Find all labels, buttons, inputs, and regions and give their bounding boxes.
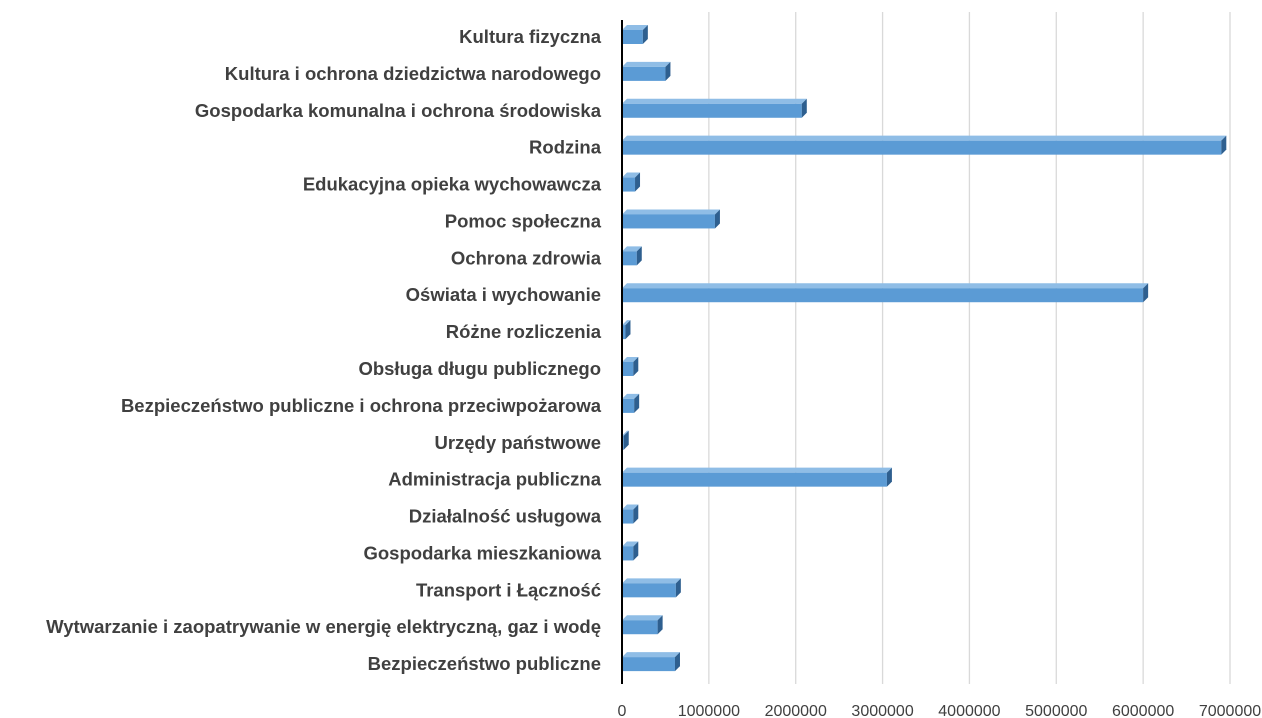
bar-side — [635, 172, 641, 192]
bar-side — [642, 25, 648, 44]
bar-top — [622, 393, 640, 399]
category-label: Wytwarzanie i zaopatrywanie w energię el… — [46, 616, 601, 637]
bar — [622, 546, 634, 561]
category-label: Urzędy państwowe — [434, 432, 601, 453]
category-label: Oświata i wychowanie — [406, 284, 601, 305]
category-label: Gospodarka komunalna i ochrona środowisk… — [195, 100, 602, 121]
bar — [622, 288, 1144, 303]
bar-top — [622, 25, 648, 30]
bar-side — [1143, 283, 1149, 303]
bar — [622, 103, 802, 118]
bar-top — [622, 135, 1227, 141]
bar-side — [674, 652, 680, 672]
bar-top — [622, 283, 1149, 289]
category-labels: Kultura fizyczna Kultura i ochrona dziedz… — [46, 26, 602, 674]
bar-side — [801, 98, 807, 118]
bar — [622, 66, 666, 81]
x-tick-label: 0 — [618, 703, 627, 718]
x-tick-label: 5000000 — [1025, 703, 1087, 718]
bar — [622, 140, 1222, 155]
bar-top — [622, 504, 639, 510]
x-tick-label: 4000000 — [938, 703, 1000, 718]
bar — [622, 177, 636, 192]
category-label: Bezpieczeństwo publiczne — [368, 653, 601, 674]
x-tick-label: 7000000 — [1199, 703, 1261, 718]
bar-side — [633, 357, 639, 376]
bar-top — [622, 541, 639, 547]
bar-side — [675, 578, 681, 598]
bar-side — [625, 320, 631, 340]
bar-top — [622, 615, 663, 621]
category-label: Rodzina — [529, 137, 602, 158]
bar-side — [657, 615, 663, 635]
bar-top — [622, 430, 629, 436]
bar — [622, 30, 643, 44]
bar — [622, 620, 658, 635]
bar-top — [622, 209, 720, 215]
bar-top — [622, 246, 642, 252]
bar — [622, 251, 637, 266]
bar-top — [622, 320, 631, 326]
bar — [622, 398, 635, 413]
bar — [622, 583, 676, 598]
category-label: Kultura fizyczna — [459, 26, 602, 47]
bar-side — [623, 430, 629, 450]
bar — [622, 214, 715, 229]
bar-top — [622, 357, 639, 362]
category-label: Pomoc społeczna — [445, 210, 602, 231]
bar-top — [622, 578, 681, 584]
bar-side — [1221, 135, 1227, 155]
category-label: Działalność usługowa — [409, 506, 602, 527]
category-label: Edukacyjna opieka wychowawcza — [303, 174, 602, 195]
bar — [622, 472, 887, 487]
bars — [622, 25, 1227, 672]
category-label: Bezpieczeństwo publiczne i ochrona przec… — [121, 395, 602, 416]
bar-side — [665, 61, 671, 81]
bar-side — [886, 467, 892, 487]
x-tick-label: 2000000 — [765, 703, 827, 718]
bar-side — [714, 209, 720, 229]
x-tick-label: 6000000 — [1112, 703, 1174, 718]
category-label: Obsługa długu publicznego — [358, 358, 601, 379]
category-label: Różne rozliczenia — [446, 321, 602, 342]
bar-top — [622, 61, 671, 67]
bar-top — [622, 652, 680, 658]
bar — [622, 657, 675, 672]
bar-side — [636, 246, 642, 266]
bar — [622, 325, 626, 340]
bar-top — [622, 172, 641, 178]
bar-side — [633, 541, 639, 561]
bar-top — [622, 98, 807, 104]
x-tick-label: 3000000 — [851, 703, 913, 718]
x-tick-labels: 0 1000000 2000000 3000000 4000000 5000000 6000… — [618, 703, 1262, 718]
bar — [622, 362, 634, 376]
category-label: Gospodarka mieszkaniowa — [363, 542, 601, 563]
category-label: Kultura i ochrona dziedzictwa narodowego — [225, 63, 601, 84]
gridlines — [708, 12, 1231, 684]
category-label: Ochrona zdrowia — [451, 247, 602, 268]
bar-top — [622, 467, 892, 473]
bar-side — [633, 504, 639, 524]
category-label: Transport i Łączność — [416, 579, 601, 600]
x-tick-label: 1000000 — [678, 703, 740, 718]
bar-side — [634, 393, 640, 413]
bar — [622, 509, 634, 524]
category-label: Administracja publiczna — [388, 469, 602, 490]
